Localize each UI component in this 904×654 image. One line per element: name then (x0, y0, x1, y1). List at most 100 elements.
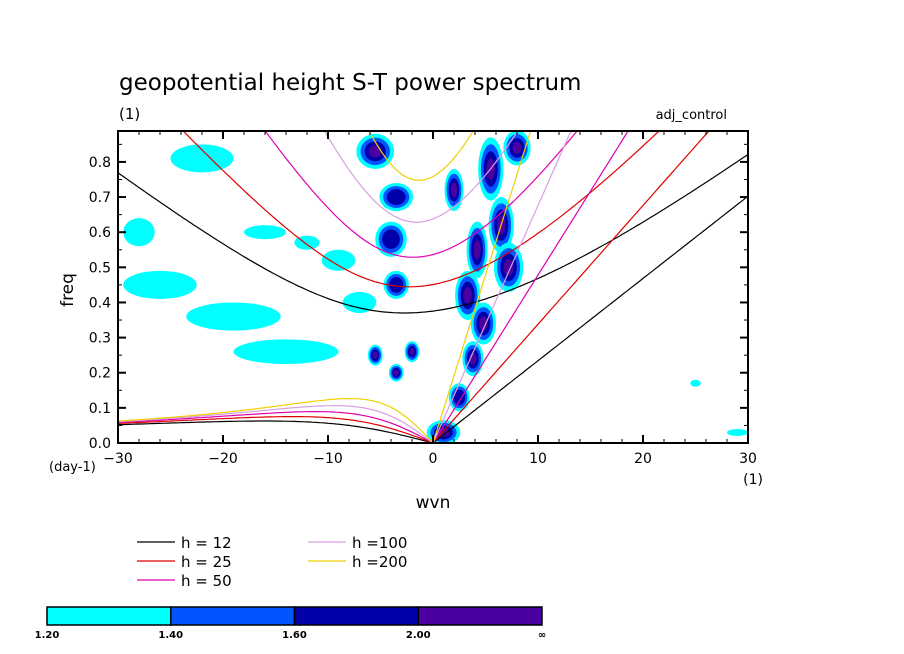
curve-kelvin-h25 (432, 131, 710, 443)
contour-blob (448, 383, 470, 412)
contour-blob (388, 363, 404, 382)
x-tick-label: 10 (529, 451, 547, 467)
contour-blob (444, 168, 464, 212)
contour-blob (690, 379, 701, 387)
curve-kelvin-h50 (432, 131, 629, 443)
contour-level-1 (727, 428, 748, 436)
contour-blob (123, 270, 197, 299)
contour-level-1 (123, 270, 197, 299)
contour-blob (233, 339, 339, 364)
y-axis: 0.0 0.1 0.2 0.3 0.4 0.5 0.6 0.7 0.8 (89, 143, 748, 452)
contour-level-4 (479, 316, 488, 331)
x-tick-label: 20 (634, 451, 652, 467)
y-tick-label: 0.1 (89, 401, 111, 417)
contour-blob (367, 344, 383, 366)
contour-level-4 (473, 240, 481, 260)
y-tick-label: 0.8 (89, 155, 111, 171)
contour-level-1 (170, 144, 234, 173)
legend-item: h = 50 (137, 572, 232, 590)
contour-level-4 (409, 348, 415, 356)
colorbar-swatch (46, 606, 172, 626)
contour-blob (342, 291, 377, 314)
contour-blob (727, 428, 748, 436)
y-tick-label: 0.2 (89, 366, 111, 382)
contour-blob (383, 270, 409, 299)
contour-blob (123, 218, 155, 247)
contour-blob (375, 221, 407, 257)
contour-blob (186, 302, 281, 331)
contour-blob (379, 183, 414, 212)
colorbar-label: 1.60 (282, 630, 307, 641)
curve-er-h100 (118, 404, 434, 443)
y-tick-label: 0.7 (89, 190, 111, 206)
contour-level-1 (321, 249, 356, 271)
chart-subtitle-right: adj_control (656, 108, 727, 123)
contour-level-3 (382, 229, 400, 250)
y-tick-label: 0.5 (89, 260, 111, 276)
contour-blob (170, 144, 234, 173)
contour-level-4 (503, 258, 514, 276)
legend-label: h =200 (352, 553, 407, 571)
y-tick-label: 0.0 (89, 436, 111, 452)
x-axis: −30 −20 −10 0 10 20 30 (103, 131, 757, 467)
chart-subtitle-left: (1) (119, 105, 140, 123)
contour-level-1 (342, 291, 377, 314)
contour-level-4 (393, 369, 399, 376)
x-axis-label: wvn (416, 493, 451, 513)
legend-label: h = 50 (181, 572, 232, 590)
curve-er-h12 (118, 420, 434, 443)
contour-level-1 (123, 218, 155, 247)
plot-area: −30 −20 −10 0 10 20 30 0.00.10.20.30.40.50.60.… (89, 130, 757, 467)
colorbar-swatch (293, 606, 419, 626)
contour-blob (503, 131, 531, 166)
curve-ig-h25 (182, 131, 660, 288)
contour-level-4 (450, 182, 458, 198)
contour-blob (244, 225, 286, 240)
x-tick-label: −30 (103, 451, 133, 467)
curve-ig-h100 (323, 131, 519, 223)
curve-ig-h200 (368, 131, 474, 181)
contour-blob (462, 341, 484, 377)
contour-level-4 (463, 287, 472, 304)
y-tick-label: 0.3 (89, 331, 111, 347)
contour-blob (493, 242, 524, 292)
colorbar: 1.20 1.40 1.60 2.00 ∞ (35, 606, 546, 641)
legend-label: h =100 (352, 534, 407, 552)
contour-level-1 (186, 302, 281, 331)
colorbar-swatch (170, 606, 296, 626)
contour-layer (123, 131, 748, 443)
y-axis-units: (day-1) (49, 460, 96, 475)
curve-ig-h12 (118, 153, 748, 314)
x-tick-label: −20 (208, 451, 238, 467)
colorbar-label: 1.40 (158, 630, 183, 641)
legend-item: h = 25 (137, 553, 232, 571)
colorbar-label: ∞ (538, 630, 546, 641)
contour-level-3 (453, 389, 466, 406)
contour-level-1 (233, 339, 339, 364)
curve-kelvin-h100 (432, 131, 572, 443)
contour-level-1 (690, 379, 701, 387)
legend-label: h = 25 (181, 553, 232, 571)
colorbar-label: 1.20 (35, 630, 60, 641)
contour-blob (470, 302, 496, 345)
contour-level-4 (368, 145, 382, 158)
y-tick-label: 0.6 (89, 225, 111, 241)
contour-blob (321, 249, 356, 271)
chart-title: geopotential height S-T power spectrum (119, 70, 581, 96)
colorbar-label: 2.00 (406, 630, 431, 641)
y-tick-label: 0.4 (89, 295, 111, 311)
contour-blob (356, 133, 395, 169)
legend-item: h = 12 (137, 534, 232, 552)
contour-level-4 (372, 351, 378, 359)
colorbar-swatch (417, 606, 543, 626)
x-tick-label: 30 (739, 451, 757, 467)
legend-item: h =200 (308, 553, 407, 571)
curve-er-h200 (118, 398, 434, 443)
dispersion-curves (118, 131, 748, 443)
contour-level-3 (386, 189, 406, 205)
curve-er-h25 (118, 416, 434, 443)
curve-kelvin-h200 (432, 131, 532, 443)
plot-frame (117, 130, 749, 444)
